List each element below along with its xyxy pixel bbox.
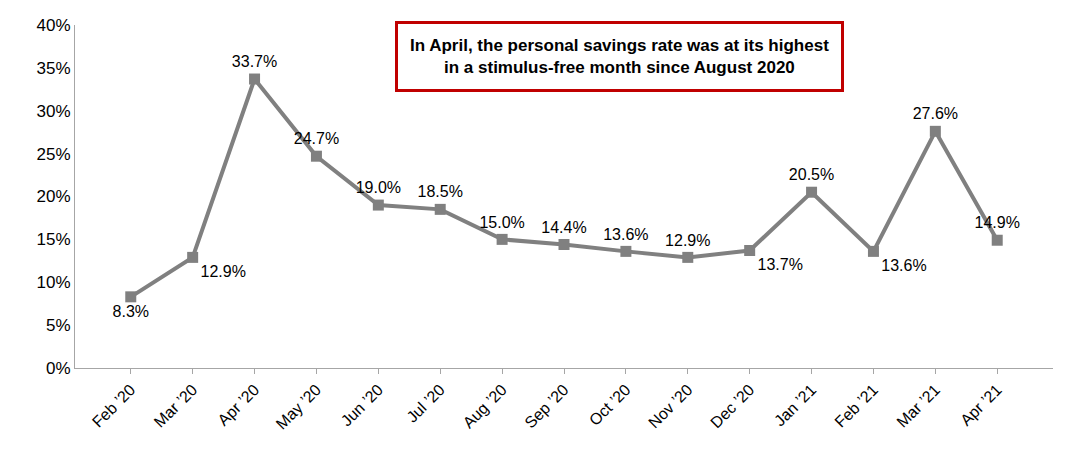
svg-text:15%: 15% xyxy=(37,230,71,249)
svg-text:Dec ’20: Dec ’20 xyxy=(707,381,757,431)
svg-text:14.4%: 14.4% xyxy=(541,219,586,236)
svg-text:In April, the personal savings: In April, the personal savings rate was … xyxy=(410,36,829,77)
svg-text:Feb ’21: Feb ’21 xyxy=(831,381,881,431)
svg-text:Jun ’20: Jun ’20 xyxy=(338,381,387,430)
svg-text:Jan ’21: Jan ’21 xyxy=(771,381,820,430)
svg-text:Jul ’20: Jul ’20 xyxy=(403,381,448,426)
svg-text:15.0%: 15.0% xyxy=(479,214,524,231)
svg-text:13.7%: 13.7% xyxy=(758,256,803,273)
svg-text:0%: 0% xyxy=(46,359,71,378)
svg-text:5%: 5% xyxy=(46,316,71,335)
svg-text:Nov ’20: Nov ’20 xyxy=(645,381,695,431)
svg-text:Aug ’20: Aug ’20 xyxy=(459,381,509,431)
svg-text:Feb ’20: Feb ’20 xyxy=(89,381,139,431)
svg-text:12.9%: 12.9% xyxy=(201,263,246,280)
svg-text:Sep ’20: Sep ’20 xyxy=(521,381,571,431)
svg-text:35%: 35% xyxy=(37,59,71,78)
svg-text:May ’20: May ’20 xyxy=(273,381,325,433)
svg-text:20.5%: 20.5% xyxy=(789,166,834,183)
svg-text:13.6%: 13.6% xyxy=(603,226,648,243)
svg-text:27.6%: 27.6% xyxy=(913,105,958,122)
svg-text:Apr ’21: Apr ’21 xyxy=(957,381,1005,429)
svg-text:Mar ’21: Mar ’21 xyxy=(893,381,943,431)
svg-text:20%: 20% xyxy=(37,187,71,206)
svg-text:12.9%: 12.9% xyxy=(665,232,710,249)
svg-text:Oct ’20: Oct ’20 xyxy=(586,381,634,429)
svg-text:33.7%: 33.7% xyxy=(232,53,277,70)
svg-text:30%: 30% xyxy=(37,102,71,121)
svg-text:25%: 25% xyxy=(37,145,71,164)
svg-text:14.9%: 14.9% xyxy=(975,214,1020,231)
svg-text:19.0%: 19.0% xyxy=(356,179,401,196)
svg-text:24.7%: 24.7% xyxy=(294,130,339,147)
svg-text:40%: 40% xyxy=(37,16,71,35)
svg-text:13.6%: 13.6% xyxy=(881,257,926,274)
svg-text:18.5%: 18.5% xyxy=(418,183,463,200)
svg-text:10%: 10% xyxy=(37,273,71,292)
svg-text:8.3%: 8.3% xyxy=(113,303,149,320)
svg-text:Mar ’20: Mar ’20 xyxy=(151,381,201,431)
svg-text:Apr ’20: Apr ’20 xyxy=(214,381,262,429)
